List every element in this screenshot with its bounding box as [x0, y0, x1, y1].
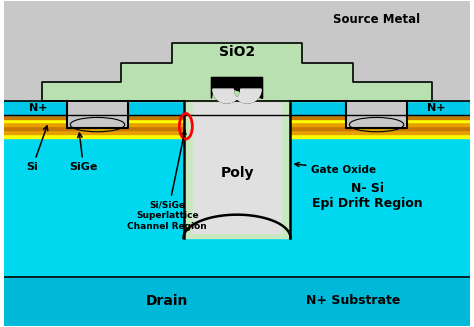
Bar [4, 138, 470, 278]
Bar [4, 122, 470, 126]
Bar [42, 82, 432, 101]
Polygon shape [193, 214, 281, 233]
Text: SiGe: SiGe [69, 133, 98, 172]
Bar [183, 101, 291, 238]
Ellipse shape [70, 117, 125, 132]
Bar [4, 278, 470, 326]
Text: Gate Oxide: Gate Oxide [295, 163, 376, 175]
Text: Si/SiGe
Superlattice
Channel Region: Si/SiGe Superlattice Channel Region [128, 131, 207, 231]
Polygon shape [183, 215, 291, 238]
Bar [4, 130, 470, 134]
Text: N+: N+ [29, 103, 47, 113]
Bar [121, 63, 353, 82]
Bar [4, 1, 470, 101]
Ellipse shape [349, 117, 404, 132]
Bar [4, 118, 470, 122]
Text: Drain: Drain [146, 294, 188, 308]
Bar [67, 101, 128, 128]
Bar [4, 101, 470, 115]
Polygon shape [211, 77, 263, 103]
Bar [4, 134, 470, 138]
Text: N- Si
Epi Drift Region: N- Si Epi Drift Region [312, 182, 422, 210]
Text: Si: Si [27, 126, 48, 172]
Text: N+: N+ [427, 103, 445, 113]
Bar [4, 115, 470, 118]
Bar [4, 126, 470, 130]
Bar [193, 96, 281, 233]
Bar [172, 43, 302, 63]
Bar [346, 101, 407, 128]
Text: Poly: Poly [220, 166, 254, 180]
Text: SiO2: SiO2 [219, 45, 255, 59]
Text: N+ Substrate: N+ Substrate [306, 294, 401, 307]
Polygon shape [213, 89, 261, 103]
Text: Source Metal: Source Metal [333, 13, 420, 26]
